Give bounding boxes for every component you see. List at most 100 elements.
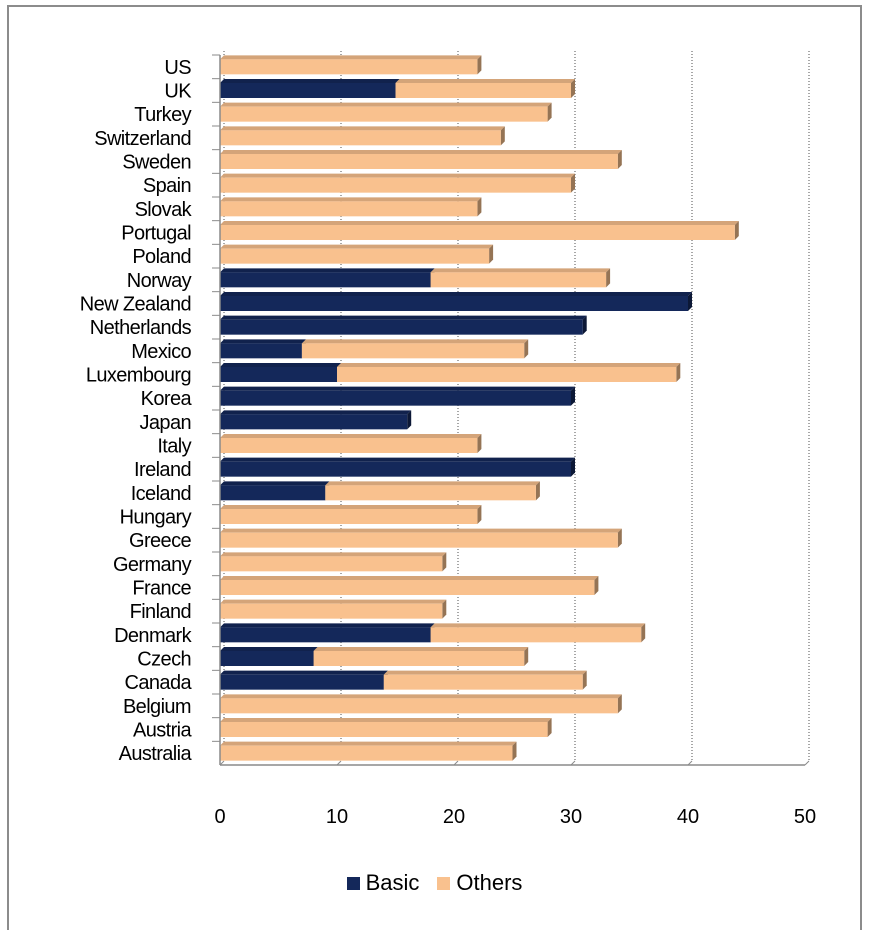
bar-side-face xyxy=(477,55,482,75)
y-category-label: Greece xyxy=(129,530,191,552)
y-category-label: Sweden xyxy=(122,152,191,174)
floor-tick xyxy=(804,760,810,766)
bar-top-face xyxy=(383,670,587,675)
bar-top-face xyxy=(220,528,622,533)
y-category-label: Korea xyxy=(141,388,193,410)
bar-side-face xyxy=(477,434,482,453)
y-category-label: Poland xyxy=(132,246,191,268)
bar-others xyxy=(220,154,618,169)
legend-label-basic: Basic xyxy=(365,870,420,895)
bar-top-face xyxy=(337,363,681,367)
bar-top-face xyxy=(220,55,482,60)
bar-side-face xyxy=(524,339,529,359)
y-category-label: Iceland xyxy=(131,483,191,505)
bar-others xyxy=(220,580,595,595)
bar-side-face xyxy=(547,102,552,122)
bar-basic xyxy=(220,674,384,690)
bar-top-face xyxy=(430,268,611,273)
y-category-label: Hungary xyxy=(120,507,192,529)
bar-others xyxy=(220,225,735,240)
bar-side-face xyxy=(524,647,529,666)
bar-top-face xyxy=(220,386,575,391)
y-category-label: Czech xyxy=(137,649,191,671)
bar-side-face xyxy=(442,599,447,619)
bar-top-face xyxy=(220,623,435,628)
bar-top-face xyxy=(430,623,646,628)
x-tick-label: 20 xyxy=(443,806,465,828)
x-tick-label: 50 xyxy=(794,806,816,828)
bar-top-face xyxy=(220,315,587,320)
y-category-label: Netherlands xyxy=(90,317,192,339)
bar-others xyxy=(220,509,478,524)
bar-side-face xyxy=(688,292,692,311)
bar-side-face xyxy=(535,481,540,501)
bar-side-face xyxy=(407,410,412,430)
y-category-label: Germany xyxy=(113,554,192,576)
bar-basic xyxy=(220,651,314,666)
bar-top-face xyxy=(220,670,388,675)
bar-top-face xyxy=(220,363,341,367)
legend-item-others: Others xyxy=(437,870,522,896)
bar-basic xyxy=(220,390,571,406)
bar-top-face xyxy=(301,339,529,344)
x-tick-label: 10 xyxy=(326,806,348,828)
bar-top-face xyxy=(220,173,575,178)
y-category-label: Turkey xyxy=(134,104,191,126)
bar-top-face xyxy=(220,481,330,486)
bar-others xyxy=(220,59,478,75)
bar-top-face xyxy=(220,339,306,344)
bar-others xyxy=(220,722,548,737)
bar-top-face xyxy=(220,126,505,131)
y-category-label: Norway xyxy=(127,270,192,292)
y-category-label: Belgium xyxy=(123,696,191,718)
bar-others xyxy=(220,106,548,122)
y-category-label: Finland xyxy=(130,601,191,623)
bar-others xyxy=(220,532,618,548)
bar-top-face xyxy=(220,410,412,415)
bar-top-face xyxy=(220,505,482,509)
y-category-label: Canada xyxy=(125,672,193,694)
bar-side-face xyxy=(489,244,494,264)
bar-top-face xyxy=(220,292,692,296)
bar-top-face xyxy=(220,599,447,604)
bar-others xyxy=(325,485,536,501)
bar-top-face xyxy=(220,457,575,462)
bar-top-face xyxy=(220,79,400,83)
bar-others xyxy=(337,367,677,382)
bar-top-face xyxy=(220,150,622,154)
bar-others xyxy=(301,343,525,359)
bar-others xyxy=(220,438,478,453)
bar-side-face xyxy=(571,173,575,193)
y-category-label: Italy xyxy=(157,436,191,458)
bar-others xyxy=(220,745,513,761)
y-category-label: France xyxy=(132,578,191,600)
bar-side-face xyxy=(617,150,622,169)
bar-basic xyxy=(220,296,688,311)
bar-side-face xyxy=(571,457,575,477)
bar-side-face xyxy=(582,315,587,335)
bar-side-face xyxy=(512,741,517,761)
legend-swatch-others xyxy=(437,876,451,890)
legend-item-basic: Basic xyxy=(346,870,420,896)
y-category-label: Denmark xyxy=(114,625,193,647)
y-category-label: Luxembourg xyxy=(86,365,191,387)
legend-swatch-basic xyxy=(346,876,360,890)
y-category-label: Mexico xyxy=(131,341,191,363)
bar-top-face xyxy=(220,552,447,557)
bar-others xyxy=(220,130,501,146)
x-tick-label: 40 xyxy=(677,806,699,828)
x-tick-label: 30 xyxy=(560,806,582,828)
bar-side-face xyxy=(571,79,575,98)
bar-others xyxy=(395,83,571,98)
bar-top-face xyxy=(220,647,318,651)
bar-basic xyxy=(220,319,583,335)
bar-others xyxy=(220,201,478,217)
bar-side-face xyxy=(571,386,575,406)
bar-basic xyxy=(220,343,302,359)
bar-side-face xyxy=(442,552,447,572)
bar-side-face xyxy=(547,718,552,737)
y-category-label: Portugal xyxy=(121,223,191,245)
bar-top-face xyxy=(220,434,482,438)
bar-side-face xyxy=(676,363,681,382)
